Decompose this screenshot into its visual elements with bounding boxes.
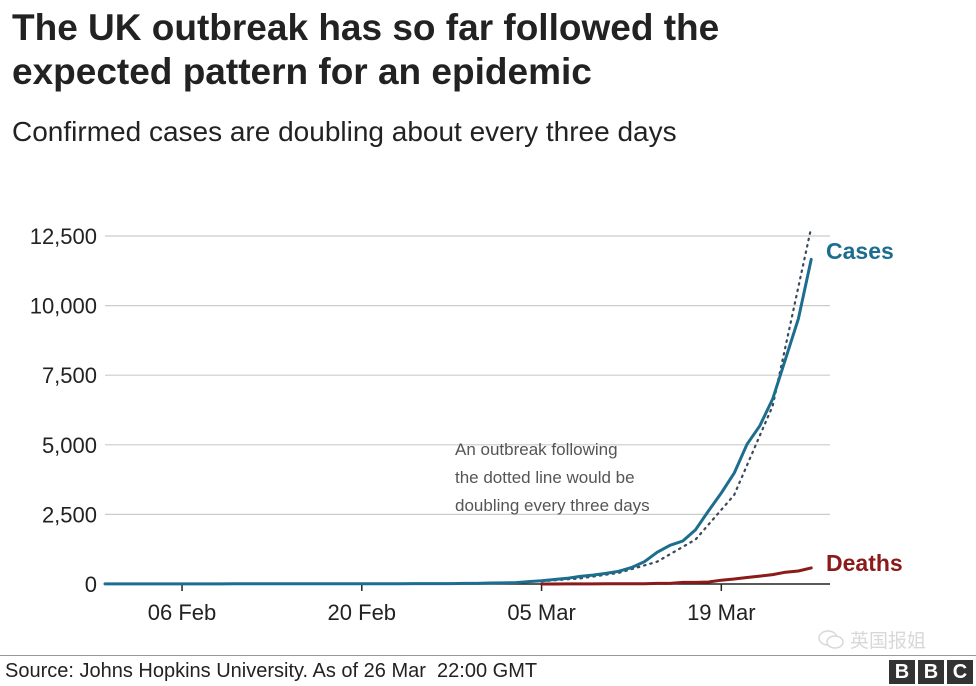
series-lines — [103, 226, 813, 586]
y-tick-label: 5,000 — [42, 433, 97, 458]
doubling-dotted-line — [540, 226, 813, 583]
y-tick-label: 12,500 — [30, 224, 97, 249]
source-text: Source: Johns Hopkins University. As of … — [5, 660, 538, 682]
deaths-line — [540, 566, 813, 586]
x-tick-label: 19 Mar — [687, 600, 755, 625]
deaths-series-label: Deaths — [826, 550, 903, 576]
cases-series-label: Cases — [826, 238, 894, 264]
y-tick-label: 7,500 — [42, 363, 97, 388]
wechat-watermark: 英国报姐 — [818, 626, 926, 653]
bbc-logo-block: B — [918, 660, 944, 684]
x-tick-label: 05 Mar — [507, 600, 575, 625]
grid-lines — [105, 235, 830, 516]
y-axis: 0 2,500 5,000 7,500 10,000 12,500 — [30, 224, 97, 597]
doubling-annotation: An outbreak following the dotted line wo… — [455, 436, 715, 520]
cases-line — [103, 257, 813, 586]
watermark-text: 英国报姐 — [850, 630, 927, 652]
y-tick-label: 2,500 — [42, 502, 97, 527]
source-divider — [0, 655, 976, 656]
x-axis: 06 Feb 20 Feb 05 Mar 19 Mar — [105, 583, 830, 625]
bbc-logo: B B C — [889, 660, 973, 684]
annotation-line-1: An outbreak following — [455, 440, 618, 459]
chart-title-line-1: The UK outbreak has so far followed the — [12, 7, 720, 48]
chart-title-line-2: expected pattern for an epidemic — [12, 51, 592, 92]
x-tick-label: 06 Feb — [148, 600, 217, 625]
bbc-logo-block: B — [889, 660, 915, 684]
annotation-line-2: the dotted line would be — [455, 468, 635, 487]
series-labels: Cases Deaths — [826, 238, 903, 576]
wechat-icon — [818, 629, 844, 649]
y-tick-label: 0 — [85, 572, 97, 597]
x-tick-label: 20 Feb — [328, 600, 397, 625]
annotation-line-3: doubling every three days — [455, 496, 650, 515]
y-tick-label: 10,000 — [30, 294, 97, 319]
bbc-logo-block: C — [947, 660, 973, 684]
chart-title: The UK outbreak has so far followed the … — [12, 6, 952, 94]
chart-subtitle: Confirmed cases are doubling about every… — [12, 116, 677, 147]
